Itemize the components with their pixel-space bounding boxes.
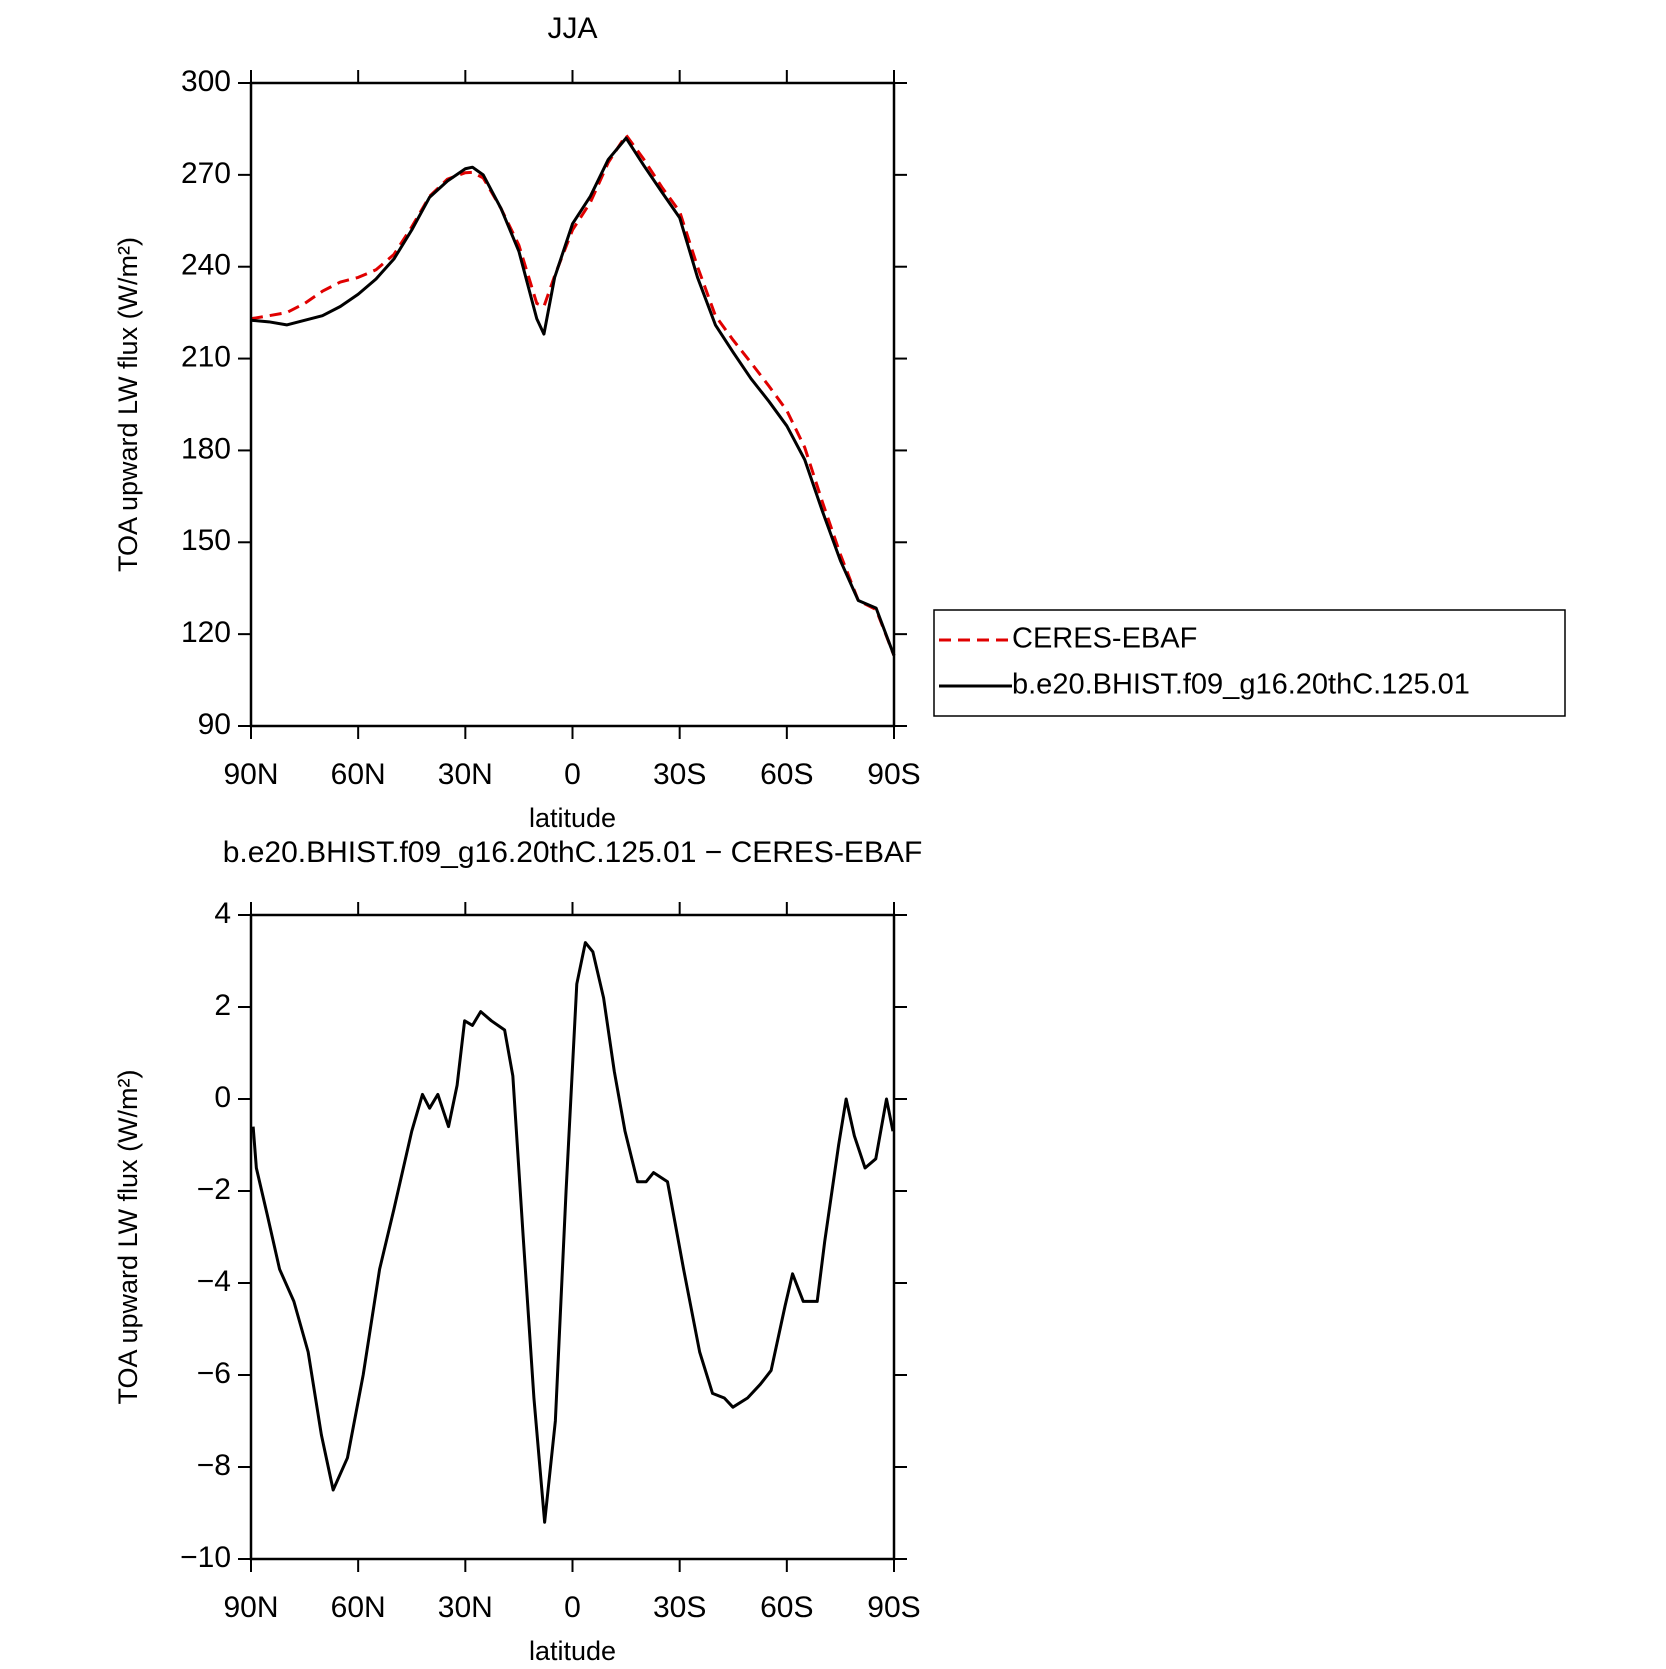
x-tick-label: 60S (760, 758, 813, 791)
series-line (250, 133, 896, 657)
y-axis-label: TOA upward LW flux (W/m²) (113, 1069, 143, 1404)
y-tick-label: 120 (181, 616, 231, 649)
x-tick-label: 30N (438, 758, 493, 791)
y-tick-label: 90 (198, 708, 231, 741)
y-tick-label: −10 (180, 1541, 231, 1574)
y-axis-label: TOA upward LW flux (W/m²) (113, 237, 143, 572)
chart-title: JJA (547, 12, 597, 45)
series-line (250, 136, 896, 657)
x-axis-label: latitude (529, 1636, 616, 1666)
y-tick-label: 4 (214, 897, 231, 930)
x-tick-label: 30S (653, 1591, 706, 1624)
x-tick-label: 0 (564, 758, 581, 791)
x-tick-label: 60S (760, 1591, 813, 1624)
y-tick-label: −4 (197, 1265, 231, 1298)
y-tick-label: 180 (181, 432, 231, 465)
x-tick-label: 60N (331, 758, 386, 791)
legend-label: b.e20.BHIST.f09_g16.20thC.125.01 (1012, 669, 1470, 701)
x-tick-label: 30N (438, 1591, 493, 1624)
y-tick-label: −6 (197, 1357, 231, 1390)
y-tick-label: 270 (181, 157, 231, 190)
chart-title: b.e20.BHIST.f09_g16.20thC.125.01 − CERES… (223, 836, 923, 869)
y-tick-label: 240 (181, 249, 231, 282)
x-tick-label: 0 (564, 1591, 581, 1624)
plot-frame (249, 81, 896, 728)
y-tick-label: 0 (214, 1081, 231, 1114)
x-tick-label: 90N (223, 758, 278, 791)
x-tick-label: 30S (653, 758, 706, 791)
y-tick-label: 300 (181, 65, 231, 98)
legend-label: CERES-EBAF (1012, 623, 1197, 655)
y-tick-label: 150 (181, 524, 231, 557)
x-tick-label: 90S (867, 758, 920, 791)
x-axis-label: latitude (529, 803, 616, 833)
x-tick-label: 60N (331, 1591, 386, 1624)
legend-box (933, 609, 1566, 717)
y-tick-label: −8 (197, 1449, 231, 1482)
y-tick-label: −2 (197, 1173, 231, 1206)
x-tick-label: 90S (867, 1591, 920, 1624)
y-tick-label: 2 (214, 989, 231, 1022)
y-tick-label: 210 (181, 340, 231, 373)
x-tick-label: 90N (223, 1591, 278, 1624)
series-line (251, 941, 895, 1524)
plot-frame (249, 913, 896, 1561)
